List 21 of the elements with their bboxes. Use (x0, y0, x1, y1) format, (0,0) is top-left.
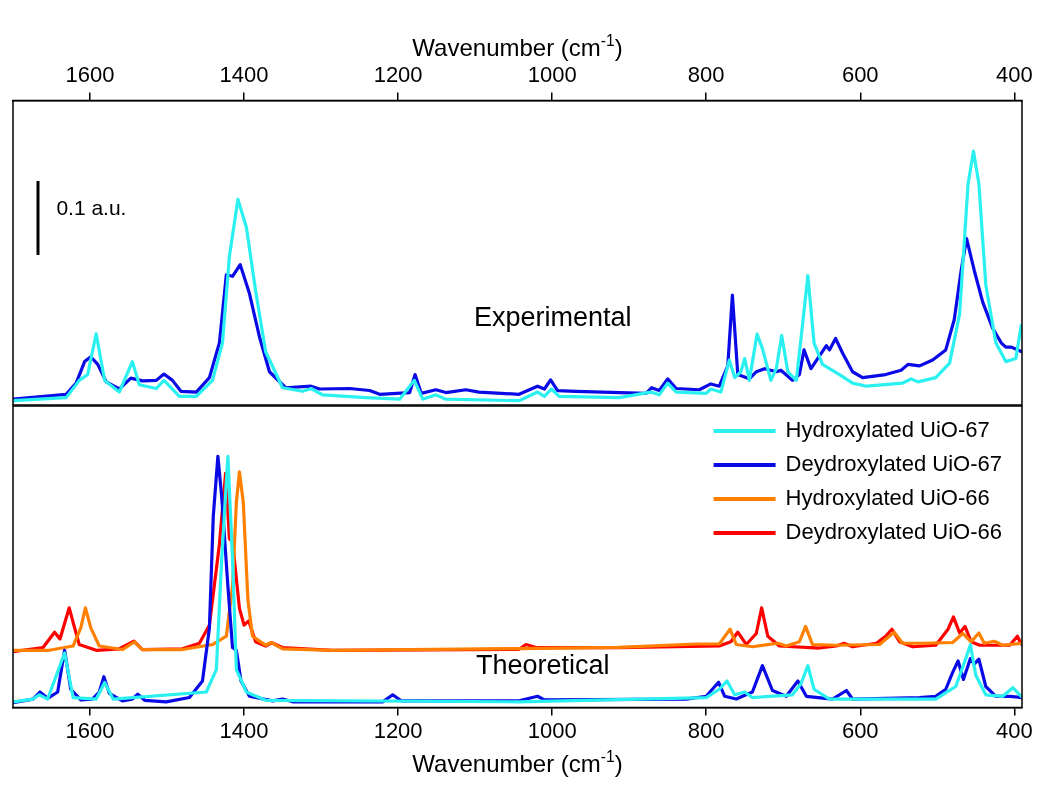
x-tick-label: 1200 (373, 62, 423, 88)
x-tick-label: 400 (995, 62, 1033, 88)
x-tick-label: 600 (841, 717, 879, 743)
x-tick-label: 1400 (219, 62, 269, 88)
legend-label: Hydroxylated UiO-66 (785, 485, 990, 511)
x-tick-label: 1600 (65, 717, 115, 743)
annotation: Theoretical (475, 650, 610, 681)
legend-label: Hydroxylated UiO-67 (785, 417, 990, 443)
annotation: 0.1 a.u. (56, 195, 127, 219)
x-tick-label: 1600 (65, 62, 115, 88)
legend-label: Deydroxylated UiO-66 (785, 519, 1003, 545)
x-tick-label: 1200 (373, 717, 423, 743)
x-tick-label: 600 (841, 62, 879, 88)
x-tick-label: 1000 (527, 717, 577, 743)
x-tick-label: 1000 (527, 62, 577, 88)
x-tick-label: 800 (687, 717, 725, 743)
x-tick-label: 1400 (219, 717, 269, 743)
x-tick-label: 800 (687, 62, 725, 88)
x-tick-label: 400 (995, 717, 1033, 743)
annotation: Experimental (474, 301, 632, 332)
legend-label: Deydroxylated UiO-67 (785, 451, 1003, 477)
